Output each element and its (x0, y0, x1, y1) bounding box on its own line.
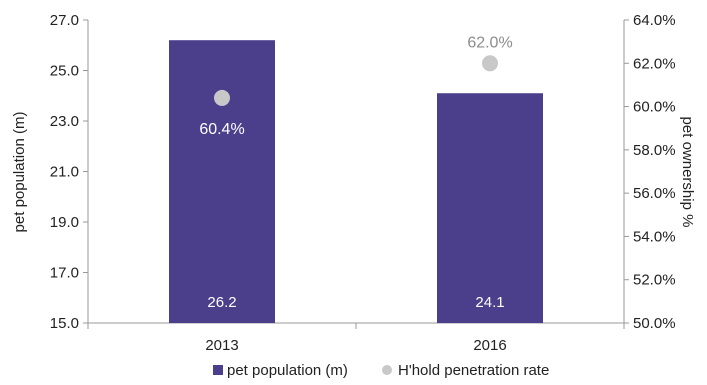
point-value-label: 60.4% (199, 121, 244, 138)
left-tick-label: 25.0 (50, 63, 79, 80)
right-y-ticks: 50.0% 52.0% 54.0% 56.0% 58.0% 60.0% 62.0% 64.0% (624, 12, 676, 332)
right-tick-label: 50.0% (633, 315, 676, 332)
right-tick-label: 58.0% (633, 142, 676, 159)
points: 60.4% 62.0% (199, 34, 512, 138)
right-tick-label: 54.0% (633, 228, 676, 245)
right-axis-title: pet ownership % (679, 117, 696, 228)
penetration-point (214, 89, 230, 106)
bar (437, 93, 543, 323)
legend-label-point: H'hold penetration rate (398, 362, 549, 379)
left-axis-title: pet population (m) (11, 112, 28, 233)
legend-swatch-bar (213, 365, 223, 375)
right-tick-label: 56.0% (633, 185, 676, 202)
bar (169, 40, 275, 323)
point-value-label: 62.0% (467, 34, 512, 51)
x-ticks: 2013 2016 (87, 323, 625, 354)
x-category-label: 2013 (205, 337, 238, 354)
left-y-ticks: 15.0 17.0 19.0 21.0 23.0 25.0 27.0 (50, 12, 88, 332)
left-tick-label: 17.0 (50, 265, 79, 282)
x-category-label: 2016 (473, 337, 506, 354)
left-tick-label: 15.0 (50, 315, 79, 332)
left-tick-label: 23.0 (50, 113, 79, 130)
legend-label-bar: pet population (m) (227, 362, 348, 379)
bars: 26.2 24.1 (169, 40, 543, 323)
legend: pet population (m) H'hold penetration ra… (213, 362, 549, 379)
left-tick-label: 21.0 (50, 164, 79, 181)
bar-value-label: 24.1 (475, 294, 504, 311)
right-tick-label: 60.0% (633, 99, 676, 116)
right-tick-label: 64.0% (633, 12, 676, 29)
legend-swatch-point (382, 365, 392, 375)
bar-value-label: 26.2 (207, 294, 236, 311)
left-tick-label: 19.0 (50, 214, 79, 231)
penetration-point (482, 55, 498, 72)
right-tick-label: 62.0% (633, 55, 676, 72)
axes (87, 20, 625, 324)
left-tick-label: 27.0 (50, 12, 79, 29)
right-tick-label: 52.0% (633, 272, 676, 289)
